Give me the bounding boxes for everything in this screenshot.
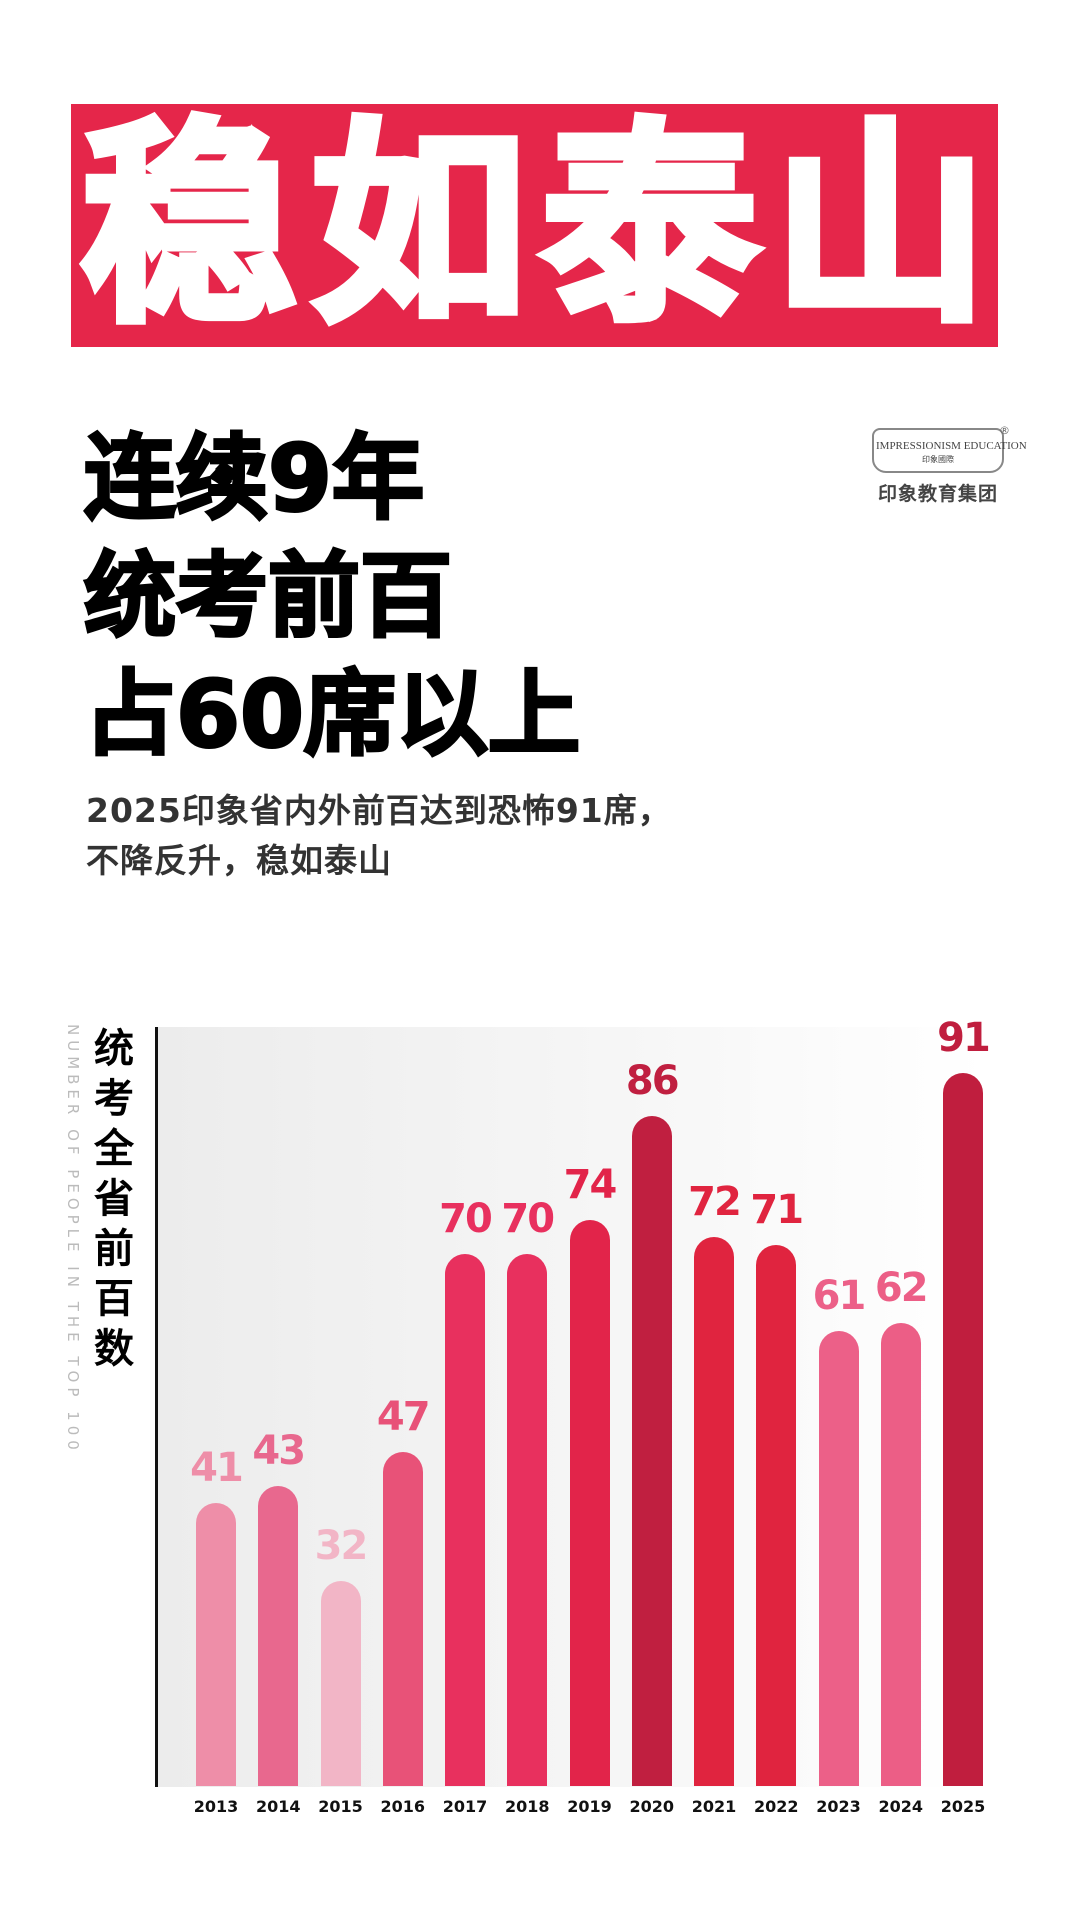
value-label: 61 (812, 1273, 867, 1320)
registered-mark: ® (999, 424, 1010, 437)
value-label: 91 (937, 1015, 991, 1062)
headline-line: 连续9年 (82, 424, 425, 534)
logo-chinese: 印象教育集团 (877, 483, 998, 505)
x-tick-label: 2025 (940, 1797, 986, 1816)
x-tick-label: 2015 (318, 1797, 363, 1816)
value-label: 62 (874, 1264, 929, 1311)
bar-2018 (507, 1254, 548, 1786)
x-tick-label: 2017 (442, 1797, 488, 1816)
value-label: 74 (563, 1161, 618, 1208)
title-char: 泰 (538, 100, 761, 351)
y-axis-label-en: NUMBER OF PEOPLE IN THE TOP 100 (64, 1024, 82, 1455)
subtitle: 2025印象省内外前百达到恐怖91席， 不降反升，稳如泰山 (86, 786, 672, 886)
bar-2021 (694, 1236, 734, 1786)
title-char: 如 (308, 100, 531, 351)
value-label: 70 (501, 1196, 555, 1242)
value-label: 70 (439, 1196, 493, 1242)
bar-2013 (196, 1503, 236, 1786)
headline-line: 占60席以上 (82, 660, 581, 770)
value-label: 43 (252, 1428, 306, 1475)
bar-2024 (880, 1322, 921, 1786)
x-tick-label: 2013 (193, 1797, 239, 1816)
bar-2022 (756, 1245, 797, 1786)
bar-2016 (382, 1451, 423, 1786)
value-label: 47 (376, 1393, 431, 1440)
value-label: 32 (314, 1522, 369, 1569)
value-label: 71 (750, 1187, 804, 1234)
x-tick-label: 2022 (753, 1797, 799, 1816)
y-axis-line (155, 1027, 158, 1787)
title-char: 山 (769, 100, 992, 351)
logo-english: IMPRESSIONISM EDUCATION (876, 440, 1027, 452)
x-tick-label: 2014 (255, 1797, 301, 1816)
bar-2023 (818, 1331, 859, 1786)
logo-chinese-small: 印象國際 (922, 455, 954, 464)
bar-2019 (569, 1219, 610, 1786)
subtitle-line: 2025印象省内外前百达到恐怖91席， (86, 791, 672, 830)
x-tick-label: 2018 (504, 1797, 550, 1816)
title-char: 稳 (77, 100, 300, 351)
company-logo: ® IMPRESSIONISM EDUCATION 印象國際 印象教育集团 (872, 424, 1027, 506)
bar-2015 (320, 1580, 361, 1786)
x-tick-label: 2019 (567, 1797, 612, 1816)
headline-line: 统考前百 (82, 542, 453, 652)
bar-2020 (631, 1116, 672, 1786)
value-label: 41 (190, 1445, 244, 1492)
bar-2025 (943, 1073, 983, 1786)
value-label: 86 (625, 1058, 680, 1105)
x-tick-label: 2023 (816, 1797, 861, 1816)
x-tick-label: 2016 (380, 1797, 426, 1816)
headline: 连续9年 统考前百 占60席以上 (82, 420, 581, 774)
x-tick-label: 2020 (629, 1797, 675, 1816)
bar-2014 (258, 1486, 299, 1786)
x-tick-label: 2024 (878, 1797, 924, 1816)
subtitle-line: 不降反升，稳如泰山 (86, 841, 392, 880)
value-label: 72 (688, 1178, 742, 1225)
logo-badge: IMPRESSIONISM EDUCATION 印象國際 (872, 428, 1027, 473)
title-banner: 稳 如 泰 山 (71, 104, 998, 347)
x-tick-label: 2021 (691, 1797, 737, 1816)
bar-2017 (445, 1254, 485, 1786)
y-axis-label: 统考全省前百数 (94, 1026, 134, 1372)
